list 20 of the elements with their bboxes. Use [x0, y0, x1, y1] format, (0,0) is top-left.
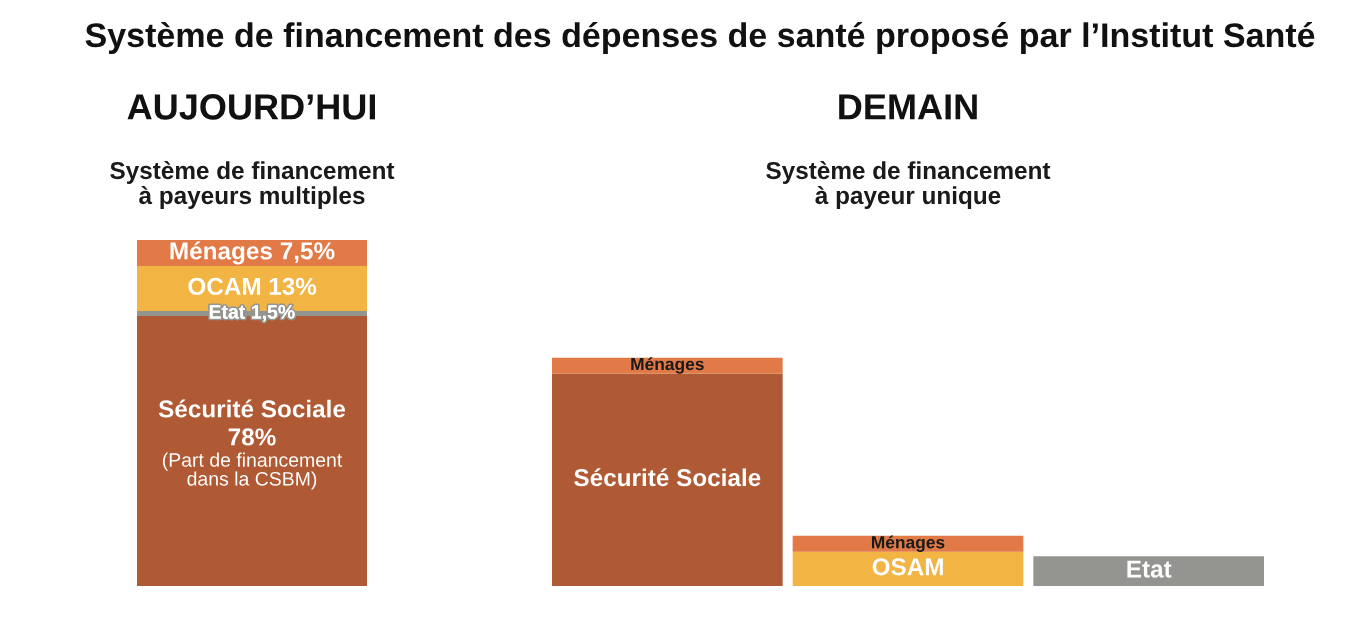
series-label: Ménages: [170, 241, 272, 265]
series-label: Etat: [1127, 560, 1172, 578]
text: Système de financement des dépenses de santé proposé par l’Institut Santé: [85, 21, 1315, 55]
data-label: 13%: [269, 277, 317, 295]
data-label: 7,5%: [280, 242, 335, 264]
bar: [792, 551, 1024, 586]
chart-subtitle: Système de financement à payeurs multiples: [110, 161, 395, 209]
annotation: (Part de financement dans la CSBM): [162, 452, 343, 490]
data-label: 78%: [228, 428, 276, 446]
text: Ménages: [631, 357, 704, 374]
series-label: Sécurité Sociale: [158, 399, 346, 418]
series-label: Ménages: [871, 535, 945, 552]
chart-title: AUJOURD’HUI: [127, 94, 375, 120]
series-label: OCAM: [188, 277, 261, 295]
series-label: Sécurité Sociale: [574, 468, 761, 487]
series-label: OSAM: [872, 558, 943, 576]
chart-subtitle: Système de financement à payeur unique: [766, 161, 1051, 209]
bar: [1033, 556, 1264, 586]
bar: [552, 373, 783, 586]
chart-title: DEMAIN: [839, 94, 977, 120]
